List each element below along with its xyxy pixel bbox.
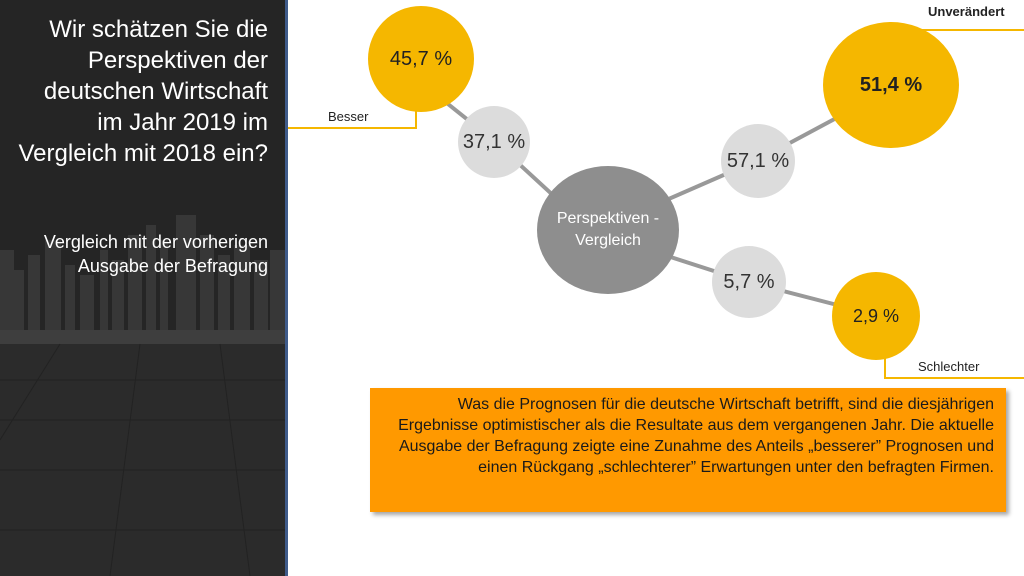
unveraendert-2018-value: 57,1 % xyxy=(726,149,790,172)
bubble-schlechter-2018: 5,7 % xyxy=(712,246,786,318)
besser-2019-value: 45,7 % xyxy=(389,47,453,70)
panel-edge-divider xyxy=(285,0,288,576)
label-unveraendert: Unverändert xyxy=(928,4,1005,19)
besser-2018-value: 37,1 % xyxy=(462,130,526,153)
city-skyline-image xyxy=(0,0,288,576)
summary-note: Was die Prognosen für die deutsche Wirts… xyxy=(370,388,1006,512)
bubble-unveraendert-2018: 57,1 % xyxy=(721,124,795,198)
bubble-besser-2019: 45,7 % xyxy=(368,6,474,112)
center-label: Perspektiven - Vergleich xyxy=(556,210,660,249)
unveraendert-2019-value: 51,4 % xyxy=(859,73,923,96)
left-panel: Wir schätzen Sie die Perspektiven der de… xyxy=(0,0,288,576)
callout-line-schlechter xyxy=(884,355,1024,379)
schlechter-2019-value: 2,9 % xyxy=(852,305,900,326)
summary-note-text: Was die Prognosen für die deutsche Wirts… xyxy=(398,396,994,476)
bubble-besser-2018: 37,1 % xyxy=(458,106,530,178)
slide-subtitle: Vergleich mit der vorherigen Ausgabe der… xyxy=(43,232,268,276)
bubble-schlechter-2019: 2,9 % xyxy=(832,272,920,360)
bubble-unveraendert-2019: 51,4 % xyxy=(823,22,959,148)
slide-title: Wir schätzen Sie die Perspektiven der de… xyxy=(18,16,269,167)
bubble-center: Perspektiven - Vergleich xyxy=(537,166,679,294)
perspectives-diagram: 45,7 % Besser 37,1 % Perspektiven - Verg… xyxy=(288,0,1024,576)
label-besser: Besser xyxy=(328,109,369,124)
schlechter-2018-value: 5,7 % xyxy=(723,270,775,293)
label-schlechter: Schlechter xyxy=(918,359,980,374)
